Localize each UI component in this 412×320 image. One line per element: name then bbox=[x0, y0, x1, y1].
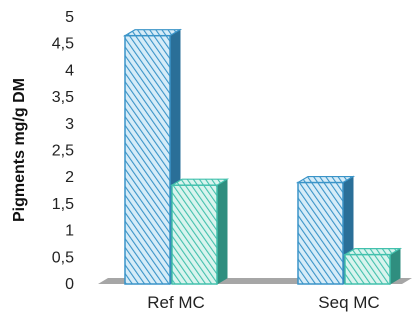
y-tick-label: 3,5 bbox=[52, 89, 74, 106]
y-tick-label: 2 bbox=[65, 169, 74, 186]
x-category-label: Ref MC bbox=[147, 293, 205, 312]
y-tick-label: 1,5 bbox=[52, 196, 74, 213]
y-tick-label: 0 bbox=[65, 276, 74, 293]
y-tick-label: 1 bbox=[65, 223, 74, 240]
bar bbox=[169, 178, 230, 285]
y-tick-label: 3 bbox=[65, 116, 74, 133]
y-tick-label: 4,5 bbox=[52, 36, 74, 53]
x-category-label: Seq MC bbox=[318, 293, 379, 312]
y-tick-label: 0,5 bbox=[52, 249, 74, 266]
bar bbox=[342, 247, 403, 285]
y-axis-label: Pigments mg/g DM bbox=[11, 78, 28, 222]
y-tick-label: 4 bbox=[65, 62, 74, 79]
y-tick-label: 5 bbox=[65, 9, 74, 26]
y-tick-label: 2,5 bbox=[52, 143, 74, 160]
